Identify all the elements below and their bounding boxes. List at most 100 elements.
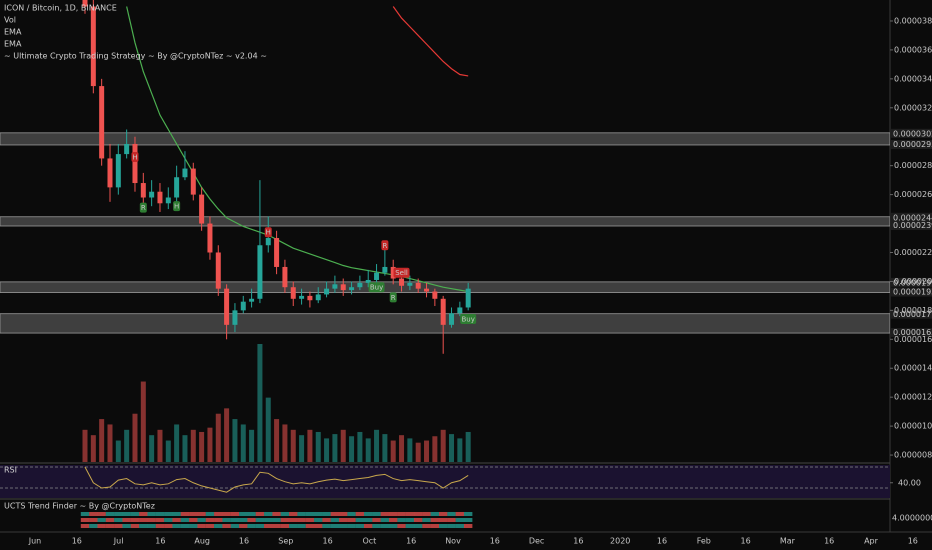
trend-cell [372,524,381,528]
annotation: R [382,242,387,250]
volume-bar [265,397,271,462]
trend-cell [89,512,98,516]
x-tick-label: 2020 [610,537,630,546]
volume-bar [115,440,121,462]
trend-cell [214,518,223,522]
annotation: H [174,203,179,211]
trend-cell [405,518,415,522]
trend-cell [139,512,148,516]
trend-cell [255,512,265,516]
annotation: H [132,153,137,161]
trend-cell [222,524,231,528]
trend-cell [463,512,473,516]
y-tick-label: 0.00002600 [894,190,932,199]
trend-cell [155,524,165,528]
trend-cell [280,512,290,516]
trend-cell [322,524,331,528]
trend-cell [347,512,356,516]
y-tick-label: 0.00003800 [894,16,932,25]
y-tick-label: 0.00001000 [894,422,932,431]
trend-cell [438,518,448,522]
trend-cell [230,524,240,528]
trend-cell [330,524,340,528]
trend-cell [455,524,465,528]
overlay: 0.00003020 0.00002950 0.000024400.00002390… [0,16,932,546]
trend-cell [405,524,415,528]
zone [0,216,890,227]
trend-cell [189,524,198,528]
candle-body [215,252,221,289]
volume-bar [440,429,446,462]
trend-cell [97,518,106,522]
volume-bar [249,429,255,462]
trend-cell [355,512,365,516]
trend-cell [289,512,298,516]
trend-cell [347,524,356,528]
trend-cell [364,512,373,516]
y-tick-label: 0.00001400 [894,364,932,373]
trend-cell [264,512,273,516]
zone-label: 0.00001930 [893,288,932,297]
trend-cell [414,512,423,516]
zone-label-box [891,277,932,287]
volume-bar [140,381,146,462]
annotation: H [266,229,271,237]
x-tick-label: 16 [573,537,583,546]
x-tick-label: Sep [278,537,293,546]
annotation: R [141,204,146,212]
trend-cell [389,524,398,528]
annotation: Buy [370,284,383,292]
candle-body [132,143,138,184]
candle-body [257,245,263,299]
trend-cell [364,518,373,522]
trend-cell [447,524,456,528]
volume-bar [99,419,105,462]
zone-label-box [891,128,932,138]
trend-cell [80,524,90,528]
trend-cell [180,512,190,516]
trend-cell [347,518,356,522]
volume-bar [332,434,338,462]
trend-cell [297,524,306,528]
candle-body [115,154,121,188]
volume-bar [399,435,405,462]
candle-body [465,288,471,308]
trend-cell [414,518,423,522]
ema-line [392,6,469,77]
trend-cell [172,518,181,522]
annotation: Sell [395,269,408,277]
volume-bar [82,429,88,462]
trend-cell [297,512,306,516]
x-tick-label: Mar [780,537,796,546]
candle-body [440,298,446,325]
volume-bar [132,413,138,462]
trend-cell [197,524,206,528]
trend-cell [272,512,281,516]
candle-body [282,266,288,288]
candle-body [374,272,380,280]
candle-body [190,168,196,195]
annotation: R [391,294,396,302]
chart-title: ICON / Bitcoin, 1D, BINANCE [4,4,117,13]
x-tick-label: Dec [529,537,544,546]
trend-cell [189,512,198,516]
annotation-box [368,282,385,293]
x-tick-label: 16 [406,537,416,546]
trend-cell [405,512,415,516]
volume-bar [274,419,280,462]
y-tick-label: 0.00001200 [894,393,932,402]
zone-label: 0.00002440 [893,213,932,222]
trend-cell [80,512,90,516]
volume-bar [174,424,180,462]
trend-cell [139,524,148,528]
zone-label: 0.00003020 [893,129,932,138]
candle-body [390,266,396,279]
annotation-box [131,151,139,162]
candle-body [174,177,180,198]
x-tick-label: 16 [824,537,834,546]
candle-body [124,143,130,155]
candle-body [315,294,321,301]
candle-body [332,284,338,289]
volume-bar [257,344,263,462]
trend-cell [97,512,106,516]
